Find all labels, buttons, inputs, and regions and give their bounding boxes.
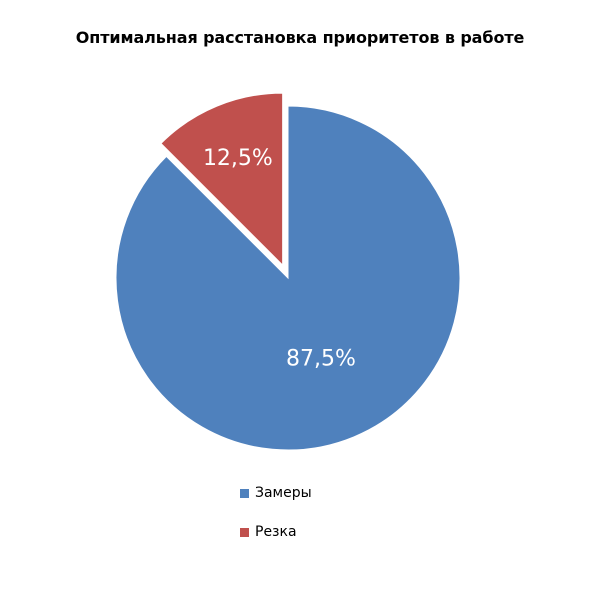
pie-slice-rezka: [160, 92, 284, 267]
legend-item-rezka: Резка: [240, 521, 312, 543]
pie-slice-zamery: [115, 105, 461, 451]
legend-swatch-zamery: [240, 488, 249, 498]
data-label-zamery: 87,5%: [286, 346, 356, 371]
legend-label-zamery: Замеры: [255, 485, 312, 501]
legend-swatch-rezka: [240, 527, 249, 537]
chart-legend: Замеры Резка: [240, 482, 312, 560]
legend-label-rezka: Резка: [255, 524, 297, 540]
chart-title: Оптимальная расстановка приоритетов в ра…: [75, 28, 525, 47]
legend-item-zamery: Замеры: [240, 482, 312, 504]
data-label-rezka: 12,5%: [203, 146, 273, 171]
